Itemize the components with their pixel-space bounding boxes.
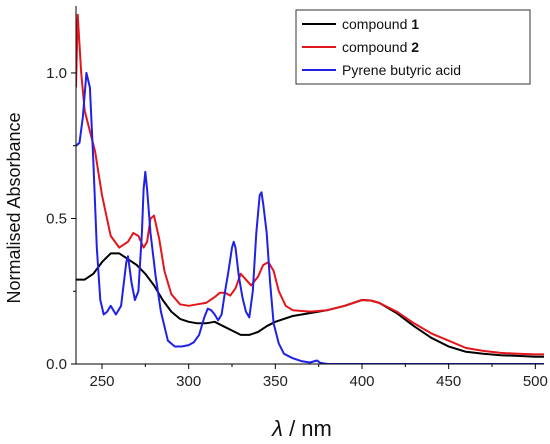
series-line-3 [76, 71, 544, 364]
x-axis-label: λ / nm [271, 416, 332, 441]
axes [75, 6, 544, 365]
x-tick-label: 300 [176, 373, 201, 390]
legend-entry: compound 2 [342, 39, 419, 55]
legend-entry-label: Pyrene butyric acid [342, 62, 461, 78]
legend-entry: compound 1 [342, 16, 419, 32]
legend-entry-label: compound [342, 39, 411, 55]
legend-entry: Pyrene butyric acid [342, 62, 461, 78]
ticks: 250 300 350 400 450 500 0.0 0.5 1.0 [46, 65, 548, 390]
x-tick-label: 400 [349, 373, 374, 390]
legend-entry-number: 2 [411, 39, 419, 55]
plot-area [76, 13, 544, 364]
y-tick-label: 0.5 [46, 210, 67, 227]
x-axis-unit: / nm [283, 416, 332, 441]
y-tick-label: 1.0 [46, 65, 67, 82]
legend-entry-number: 1 [411, 16, 419, 32]
y-tick-label: 0.0 [46, 356, 67, 373]
x-tick-label: 250 [89, 373, 114, 390]
x-axis-symbol: λ [271, 416, 283, 441]
legend-entry-label: compound [342, 16, 411, 32]
x-tick-label: 450 [436, 373, 461, 390]
series-line-1 [76, 252, 544, 358]
series-line-2 [76, 13, 544, 356]
x-tick-label: 350 [263, 373, 288, 390]
y-axis-label: Normalised Absorbance [4, 112, 24, 303]
x-tick-label: 500 [523, 373, 548, 390]
